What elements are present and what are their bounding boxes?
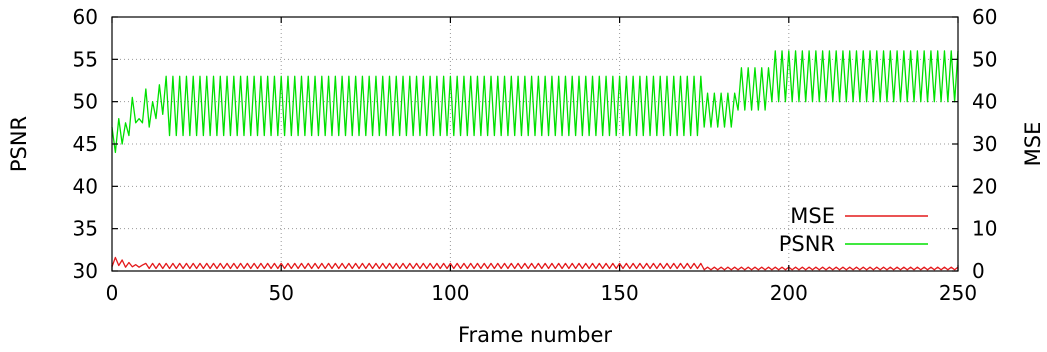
x-tick-label: 250	[939, 281, 977, 305]
y-right-tick-label: 30	[972, 132, 997, 156]
x-tick-label: 50	[268, 281, 293, 305]
legend-label-psnr: PSNR	[779, 232, 835, 256]
y-right-tick-label: 50	[972, 47, 997, 71]
legend-label-mse: MSE	[790, 204, 835, 228]
y-left-tick-label: 50	[73, 90, 98, 114]
y-left-tick-label: 30	[73, 259, 98, 283]
legend: MSE PSNR	[779, 204, 928, 256]
y-left-tick-label: 40	[73, 174, 98, 198]
y-left-tick-label: 60	[73, 5, 98, 29]
series-line-psnr	[111, 50, 959, 154]
y-axis-label-left: PSNR	[7, 116, 31, 172]
tick-layer: 0 50 100 150 200 250 30 35 40 45 50 55 60 0 10 20 30 40 50…	[73, 5, 998, 305]
y-left-tick-label: 35	[73, 217, 98, 241]
x-axis-label: Frame number	[458, 323, 612, 347]
y-right-tick-label: 10	[972, 217, 997, 241]
y-axis-label-right: MSE	[1021, 122, 1045, 167]
series-layer	[111, 50, 959, 271]
y-right-tick-label: 60	[972, 5, 997, 29]
y-left-tick-label: 45	[73, 132, 98, 156]
x-tick-label: 100	[431, 281, 469, 305]
x-tick-label: 200	[770, 281, 808, 305]
series-line-mse	[111, 256, 959, 271]
x-tick-label: 0	[106, 281, 119, 305]
y-right-tick-label: 20	[972, 174, 997, 198]
x-tick-label: 150	[601, 281, 639, 305]
y-left-tick-label: 55	[73, 47, 98, 71]
y-right-tick-label: 40	[972, 90, 997, 114]
y-right-tick-label: 0	[972, 259, 985, 283]
